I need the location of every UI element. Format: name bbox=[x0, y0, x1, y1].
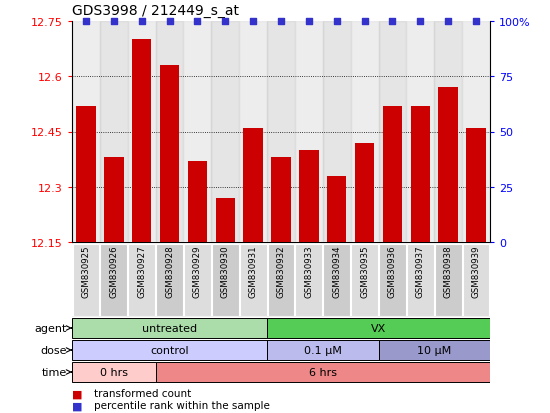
Text: ■: ■ bbox=[72, 401, 82, 411]
Text: GSM830929: GSM830929 bbox=[193, 244, 202, 297]
Bar bbox=[188, 161, 207, 242]
Bar bbox=[434, 22, 462, 242]
Text: 0 hrs: 0 hrs bbox=[100, 367, 128, 377]
Point bbox=[444, 19, 453, 25]
Bar bbox=[267, 22, 295, 242]
Text: 0.1 μM: 0.1 μM bbox=[304, 345, 342, 355]
Text: GSM830934: GSM830934 bbox=[332, 244, 341, 297]
Bar bbox=[378, 22, 406, 242]
Point bbox=[221, 19, 230, 25]
Bar bbox=[211, 22, 239, 242]
FancyBboxPatch shape bbox=[295, 244, 322, 316]
FancyBboxPatch shape bbox=[212, 244, 239, 316]
Bar bbox=[271, 158, 291, 242]
Point bbox=[472, 19, 481, 25]
FancyBboxPatch shape bbox=[184, 244, 211, 316]
Bar bbox=[244, 128, 263, 242]
Bar bbox=[323, 22, 351, 242]
Text: 10 μM: 10 μM bbox=[417, 345, 452, 355]
Text: untreated: untreated bbox=[142, 323, 197, 333]
Text: transformed count: transformed count bbox=[94, 389, 191, 399]
FancyBboxPatch shape bbox=[73, 244, 100, 316]
Bar bbox=[406, 22, 434, 242]
FancyBboxPatch shape bbox=[72, 318, 267, 339]
Text: GSM830937: GSM830937 bbox=[416, 244, 425, 297]
Point bbox=[138, 19, 146, 25]
Text: GSM830939: GSM830939 bbox=[471, 244, 481, 297]
FancyBboxPatch shape bbox=[72, 340, 267, 361]
FancyBboxPatch shape bbox=[351, 244, 378, 316]
Text: VX: VX bbox=[371, 323, 386, 333]
Text: GSM830928: GSM830928 bbox=[165, 244, 174, 297]
Point bbox=[388, 19, 397, 25]
Bar bbox=[160, 66, 179, 242]
Bar bbox=[299, 151, 318, 242]
FancyBboxPatch shape bbox=[463, 244, 490, 316]
Point bbox=[305, 19, 314, 25]
Bar bbox=[383, 107, 402, 242]
FancyBboxPatch shape bbox=[435, 244, 461, 316]
Text: GSM830938: GSM830938 bbox=[444, 244, 453, 297]
Bar bbox=[327, 176, 346, 242]
Bar bbox=[411, 107, 430, 242]
Text: GSM830933: GSM830933 bbox=[304, 244, 314, 297]
Text: ■: ■ bbox=[72, 389, 82, 399]
FancyBboxPatch shape bbox=[267, 340, 378, 361]
Bar bbox=[351, 22, 378, 242]
Bar bbox=[156, 22, 184, 242]
FancyBboxPatch shape bbox=[156, 362, 490, 382]
FancyBboxPatch shape bbox=[267, 318, 490, 339]
Bar bbox=[72, 22, 100, 242]
Point bbox=[277, 19, 285, 25]
Bar bbox=[239, 22, 267, 242]
Bar bbox=[184, 22, 211, 242]
FancyBboxPatch shape bbox=[72, 362, 156, 382]
Bar bbox=[438, 88, 458, 242]
Bar bbox=[104, 158, 124, 242]
Text: time: time bbox=[41, 367, 67, 377]
FancyBboxPatch shape bbox=[128, 244, 155, 316]
FancyBboxPatch shape bbox=[407, 244, 434, 316]
Text: GSM830931: GSM830931 bbox=[249, 244, 257, 297]
Bar bbox=[100, 22, 128, 242]
FancyBboxPatch shape bbox=[268, 244, 294, 316]
FancyBboxPatch shape bbox=[379, 244, 406, 316]
Point bbox=[360, 19, 369, 25]
Text: GDS3998 / 212449_s_at: GDS3998 / 212449_s_at bbox=[72, 4, 239, 18]
FancyBboxPatch shape bbox=[156, 244, 183, 316]
Bar bbox=[355, 143, 375, 242]
Text: GSM830932: GSM830932 bbox=[277, 244, 285, 297]
Point bbox=[109, 19, 118, 25]
FancyBboxPatch shape bbox=[378, 340, 490, 361]
Text: GSM830925: GSM830925 bbox=[81, 244, 90, 297]
Text: 6 hrs: 6 hrs bbox=[309, 367, 337, 377]
Point bbox=[165, 19, 174, 25]
Point bbox=[332, 19, 341, 25]
Text: control: control bbox=[150, 345, 189, 355]
Point bbox=[416, 19, 425, 25]
FancyBboxPatch shape bbox=[101, 244, 127, 316]
FancyBboxPatch shape bbox=[240, 244, 267, 316]
Text: GSM830926: GSM830926 bbox=[109, 244, 118, 297]
Bar bbox=[295, 22, 323, 242]
Point bbox=[193, 19, 202, 25]
Text: percentile rank within the sample: percentile rank within the sample bbox=[94, 401, 270, 411]
Bar bbox=[128, 22, 156, 242]
Text: GSM830927: GSM830927 bbox=[137, 244, 146, 297]
Text: agent: agent bbox=[34, 323, 67, 333]
Bar bbox=[216, 198, 235, 242]
Text: GSM830936: GSM830936 bbox=[388, 244, 397, 297]
Text: GSM830930: GSM830930 bbox=[221, 244, 230, 297]
Text: dose: dose bbox=[40, 345, 67, 355]
Point bbox=[81, 19, 90, 25]
Point bbox=[249, 19, 257, 25]
Bar bbox=[462, 22, 490, 242]
FancyBboxPatch shape bbox=[323, 244, 350, 316]
Bar bbox=[132, 40, 151, 242]
Bar bbox=[76, 107, 96, 242]
Text: GSM830935: GSM830935 bbox=[360, 244, 369, 297]
Bar bbox=[466, 128, 486, 242]
